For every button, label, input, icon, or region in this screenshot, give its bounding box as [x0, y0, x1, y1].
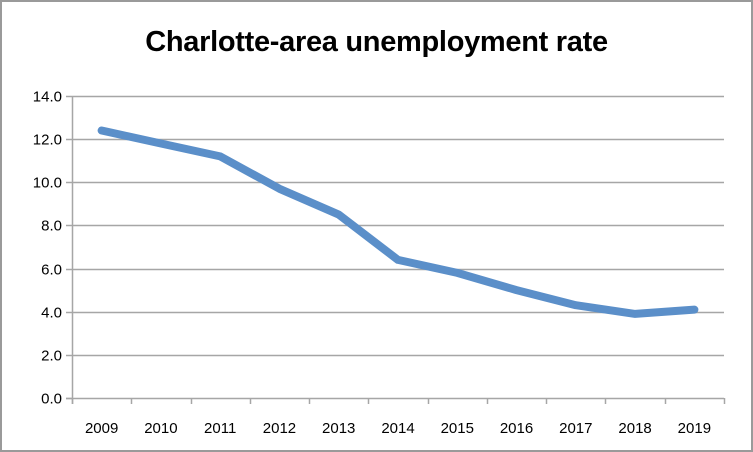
axes [66, 95, 726, 404]
y-tick-label: 4.0 [41, 305, 62, 322]
x-tick-label: 2016 [500, 420, 533, 437]
y-tick-label: 14.0 [33, 89, 62, 106]
x-tick-label: 2018 [618, 420, 651, 437]
x-tick-label: 2014 [381, 420, 414, 437]
x-tick-label: 2015 [441, 420, 474, 437]
y-tick-label: 0.0 [41, 391, 62, 408]
x-tick-label: 2017 [559, 420, 592, 437]
x-tick-label: 2019 [678, 420, 711, 437]
x-tick-label: 2012 [263, 420, 296, 437]
x-tick-label: 2011 [204, 420, 236, 437]
x-tick-label: 2010 [144, 420, 177, 437]
x-tick-label: 2009 [85, 420, 118, 437]
series-line-unemployment-rate [97, 126, 699, 318]
y-tick-label: 2.0 [41, 348, 62, 365]
y-axis-tick-labels: 0.0 2.0 4.0 6.0 8.0 10.0 12.0 14.0 [33, 89, 62, 408]
chart-title: Charlotte-area unemployment rate [145, 26, 608, 58]
y-tick-label: 10.0 [33, 175, 62, 192]
x-axis-tick-labels: 2009 2010 2011 2012 2013 2014 2015 2016 2017 2018… [85, 420, 711, 437]
gridlines [72, 95, 724, 357]
y-tick-label: 6.0 [41, 262, 62, 279]
x-tick-label: 2013 [322, 420, 355, 437]
y-tick-label: 12.0 [33, 132, 62, 149]
y-tick-label: 8.0 [41, 218, 62, 235]
